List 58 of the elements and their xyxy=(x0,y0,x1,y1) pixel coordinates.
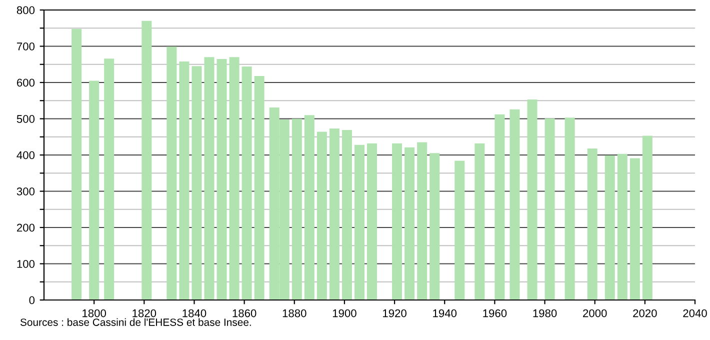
bar xyxy=(404,147,415,300)
bar xyxy=(204,57,214,300)
x-tick-label: 2000 xyxy=(583,309,607,318)
bar xyxy=(229,57,240,300)
x-tick-label: 1880 xyxy=(282,309,306,318)
bar xyxy=(104,58,114,300)
y-tick-label: 400 xyxy=(16,151,35,160)
x-tick-label: 1940 xyxy=(433,309,457,318)
bar xyxy=(316,132,327,300)
bar xyxy=(642,136,652,300)
bar xyxy=(72,28,82,300)
bar xyxy=(544,118,555,300)
bar xyxy=(510,109,520,300)
bar xyxy=(292,118,302,300)
y-tick-label: 500 xyxy=(16,115,35,123)
bar xyxy=(242,66,252,300)
bar xyxy=(430,153,440,300)
bar xyxy=(454,160,465,300)
y-tick-label: 200 xyxy=(16,224,35,232)
bar xyxy=(192,66,202,300)
bar xyxy=(216,58,227,300)
x-tick-label: 2020 xyxy=(633,309,657,318)
y-tick-label: 100 xyxy=(17,260,35,268)
bar xyxy=(329,128,340,300)
y-tick-label: 800 xyxy=(16,6,35,14)
x-tick-label: 1960 xyxy=(483,309,507,318)
bar xyxy=(179,61,190,300)
bar xyxy=(354,144,364,300)
x-tick-label: 1800 xyxy=(82,309,106,318)
bar xyxy=(392,143,402,300)
bar xyxy=(527,100,538,300)
bar xyxy=(142,20,152,300)
bar xyxy=(630,158,640,300)
bar xyxy=(166,46,177,300)
bar xyxy=(474,143,485,300)
x-tick-label: 1820 xyxy=(132,309,156,318)
x-tick-label: 1900 xyxy=(332,309,356,318)
y-tick-label: 300 xyxy=(16,188,35,196)
bar xyxy=(587,148,598,300)
source-note: Sources : base Cassini de l'EHESS et base Insee. xyxy=(20,318,251,326)
bar xyxy=(254,76,264,300)
y-tick-label: 0 xyxy=(29,296,35,304)
x-tick-label: 1840 xyxy=(182,309,206,318)
y-tick-label: 600 xyxy=(17,78,35,87)
x-tick-label: 2040 xyxy=(683,309,707,318)
bar xyxy=(564,118,575,300)
x-tick-label: 1920 xyxy=(383,309,406,318)
bar xyxy=(89,80,100,300)
bar xyxy=(304,115,314,300)
bar xyxy=(604,155,615,300)
bar xyxy=(342,130,352,300)
bar xyxy=(417,142,428,300)
y-tick-label: 700 xyxy=(17,42,35,50)
x-tick-label: 1860 xyxy=(232,309,256,318)
bar xyxy=(617,154,628,300)
bar xyxy=(366,143,378,300)
x-tick-label: 1980 xyxy=(533,309,557,318)
bar xyxy=(494,114,505,300)
